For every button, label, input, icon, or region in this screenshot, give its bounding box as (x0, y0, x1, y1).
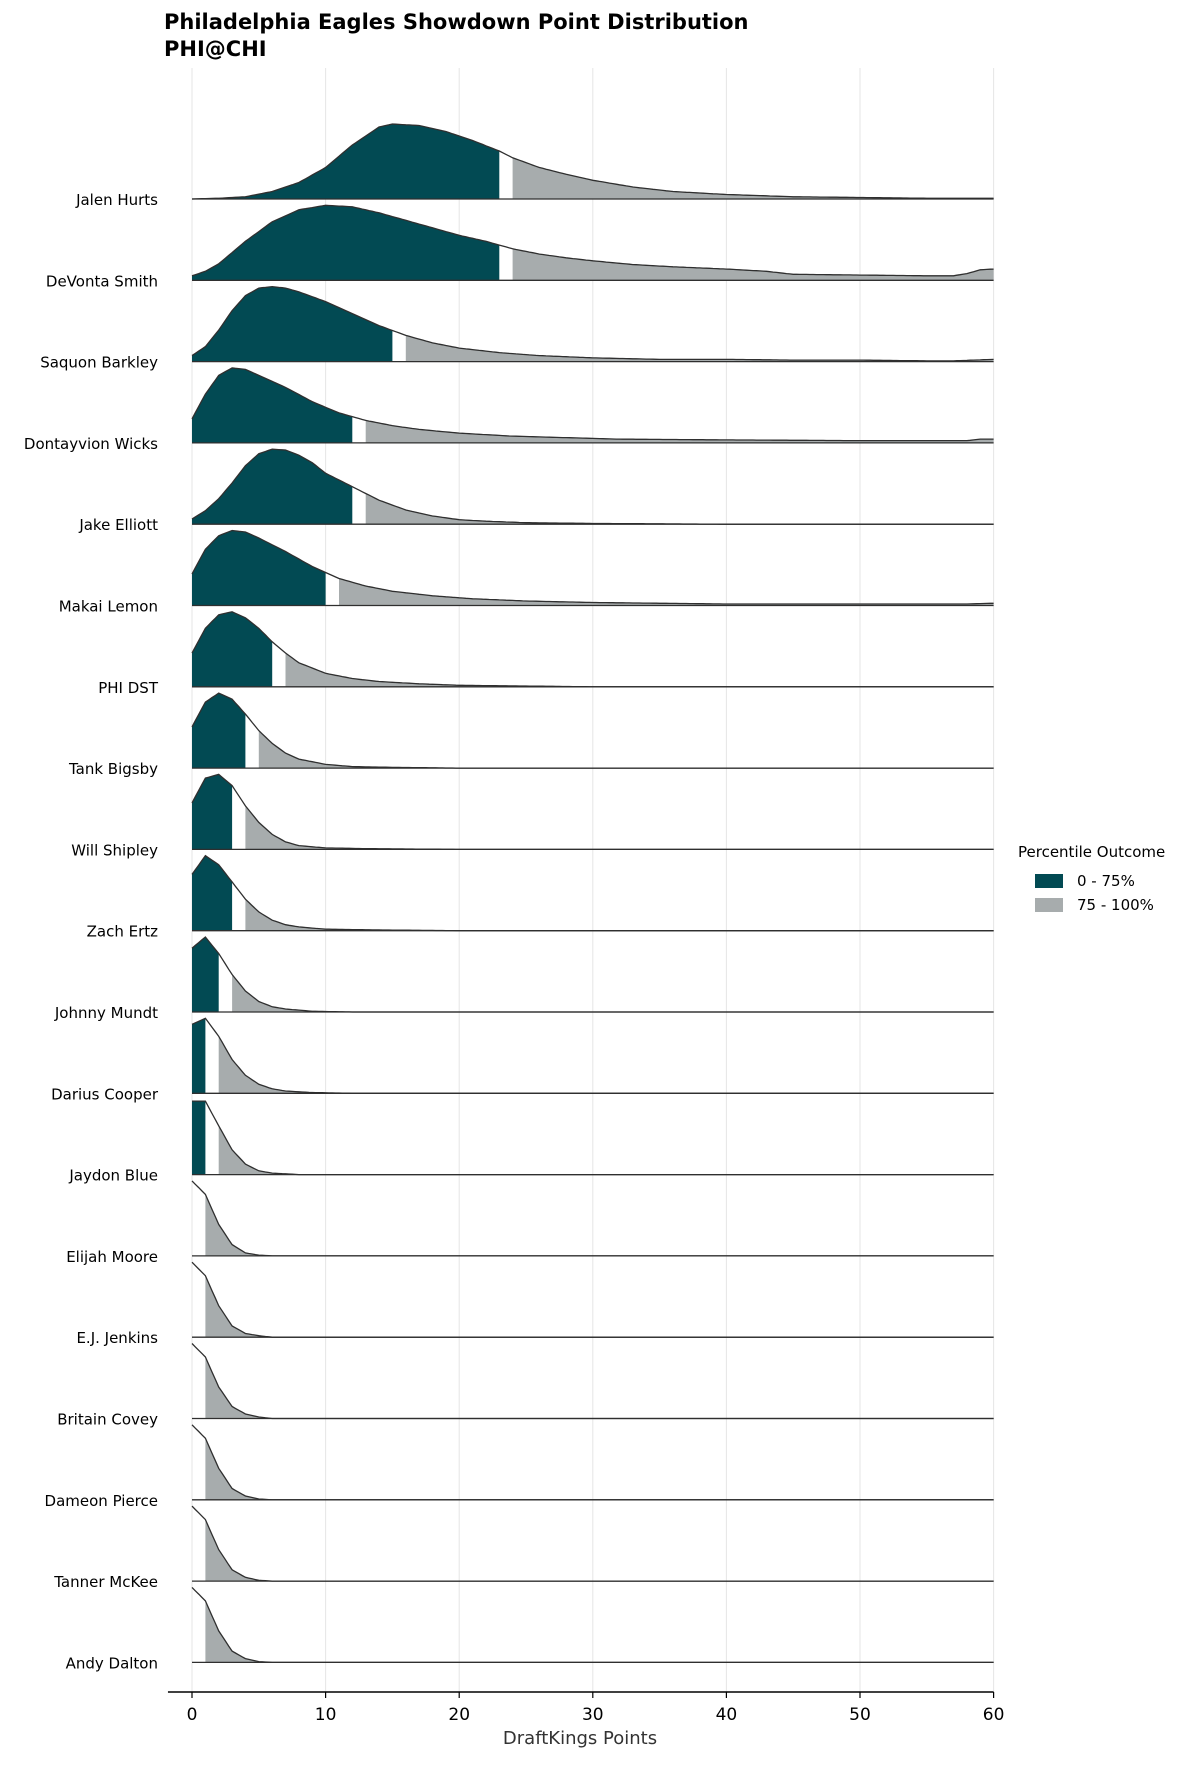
legend-item-high: 75 - 100% (1035, 893, 1165, 917)
ridge-outline (191, 367, 994, 442)
x-tick-label: 60 (983, 1705, 1005, 1725)
ridge-area-high (258, 730, 994, 769)
y-tick-label: Jaydon Blue (68, 1167, 158, 1185)
ridge-area-high (205, 1275, 994, 1338)
ridge-phi-dst: PHI DST (98, 611, 994, 697)
ridge-dameon-pierce: Dameon Pierce (45, 1424, 994, 1510)
legend-item-low: 0 - 75% (1035, 869, 1165, 893)
ridge-outline (191, 204, 994, 277)
ridge-area-high (339, 578, 994, 606)
ridge-area-low (192, 937, 219, 1012)
ridge-outline (191, 285, 994, 362)
y-tick-label: PHI DST (98, 679, 159, 697)
ridge-area-low (192, 286, 393, 362)
ridge-area-low (192, 124, 500, 199)
legend-title: Percentile Outcome (1018, 843, 1166, 861)
y-tick-label: Dontayvion Wicks (24, 435, 158, 453)
ridge-e-j-jenkins: E.J. Jenkins (76, 1261, 994, 1347)
ridge-elijah-moore: Elijah Moore (66, 1180, 994, 1266)
ridge-area-low (192, 367, 353, 443)
ridge-area-low (192, 205, 500, 281)
x-axis: 0 10 20 30 40 50 60 (167, 1691, 1005, 1725)
ridge-tank-bigsby: Tank Bigsby (68, 692, 994, 778)
ridge-darius-cooper: Darius Cooper (51, 1017, 994, 1103)
ridge-area-high (512, 157, 994, 199)
ridge-area-low (192, 1101, 206, 1175)
ridge-area-low (192, 530, 326, 606)
chart-subtitle: PHI@CHI (164, 37, 267, 61)
x-tick-label: 0 (187, 1705, 198, 1725)
ridge-area-high (365, 493, 994, 525)
ridge-area-high (232, 974, 994, 1012)
ridge-saquon-barkley: Saquon Barkley (40, 285, 994, 372)
chart-title: Philadelphia Eagles Showdown Point Distr… (164, 10, 749, 34)
ridge-area-low (192, 449, 353, 525)
ridge-area-high (245, 805, 994, 850)
ridge-dontayvion-wicks: Dontayvion Wicks (24, 367, 994, 453)
x-tick-label: 40 (716, 1705, 738, 1725)
ridge-devonta-smith: DeVonta Smith (46, 204, 994, 290)
ridge-zach-ertz: Zach Ertz (87, 854, 994, 941)
y-tick-label: Saquon Barkley (40, 354, 158, 372)
x-tick-label: 20 (448, 1705, 470, 1725)
y-tick-label: Elijah Moore (66, 1248, 158, 1266)
ridge-area-low (192, 855, 233, 931)
y-tick-label: Tanner McKee (53, 1573, 158, 1591)
y-tick-label: E.J. Jenkins (76, 1329, 158, 1347)
ridge-area-low (192, 1018, 206, 1094)
legend-label-high: 75 - 100% (1077, 896, 1154, 914)
y-tick-label: Will Shipley (71, 841, 158, 859)
ridge-area-high (205, 1600, 994, 1663)
x-tick-label: 50 (849, 1705, 871, 1725)
y-tick-label: Dameon Pierce (45, 1492, 158, 1510)
y-tick-label: Jalen Hurts (75, 191, 158, 209)
ridge-area-high (405, 335, 994, 362)
y-tick-label: Britain Covey (57, 1411, 158, 1429)
ridge-jalen-hurts: Jalen Hurts (75, 123, 994, 209)
ridge-makai-lemon: Makai Lemon (59, 529, 994, 616)
y-tick-label: Tank Bigsby (68, 760, 158, 778)
y-tick-label: DeVonta Smith (46, 272, 158, 290)
y-tick-label: Andy Dalton (66, 1654, 158, 1672)
ridge-area-high (218, 1125, 994, 1175)
ridge-area-low (192, 693, 246, 769)
legend-swatch-low (1035, 874, 1063, 888)
ridge-area-high (205, 1519, 994, 1582)
ridge-outline (191, 123, 994, 200)
ridge-area-high (218, 1036, 994, 1094)
x-axis-label: DraftKings Points (502, 1728, 658, 1749)
ridge-area-high (245, 899, 994, 931)
ridge-jaydon-blue: Jaydon Blue (68, 1100, 994, 1185)
ridge-area-low (192, 774, 233, 850)
y-tick-label: Zach Ertz (87, 923, 159, 941)
legend: Percentile Outcome 0 - 75% 75 - 100% (1018, 843, 1165, 917)
ridge-britain-covey: Britain Covey (57, 1343, 994, 1429)
ridge-area-high (285, 653, 994, 687)
ridge-will-shipley: Will Shipley (71, 773, 994, 859)
ridge-area-high (365, 420, 994, 443)
ridge-outline (191, 529, 994, 605)
legend-swatch-high (1035, 898, 1063, 912)
y-tick-label: Jake Elliott (78, 516, 158, 534)
y-tick-label: Makai Lemon (59, 598, 158, 616)
ridge-area-high (512, 248, 994, 281)
y-tick-label: Darius Cooper (51, 1085, 159, 1103)
x-tick-label: 10 (315, 1705, 337, 1725)
ridge-jake-elliott: Jake Elliott (78, 448, 994, 534)
x-tick-label: 30 (582, 1705, 604, 1725)
ridge-area-high (205, 1357, 994, 1419)
y-tick-label: Johnny Mundt (54, 1004, 158, 1022)
ridge-tanner-mckee: Tanner McKee (53, 1505, 994, 1591)
ridge-andy-dalton: Andy Dalton (66, 1586, 994, 1672)
ridge-johnny-mundt: Johnny Mundt (54, 936, 994, 1022)
ridge-area-high (205, 1438, 994, 1500)
legend-label-low: 0 - 75% (1077, 872, 1135, 890)
ridge-area-high (205, 1194, 994, 1256)
ridge-area-low (192, 611, 273, 687)
